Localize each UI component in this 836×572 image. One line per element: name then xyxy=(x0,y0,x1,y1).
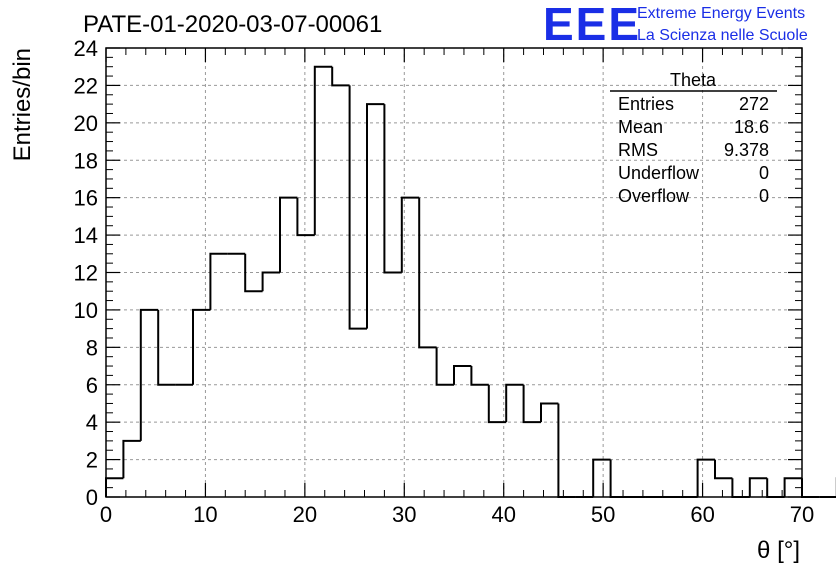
grid-lines xyxy=(106,48,802,497)
histogram-bin xyxy=(714,459,733,480)
x-tick-labels: 0 10 20 30 40 50 60 70 xyxy=(100,502,814,527)
y-tick-label: 8 xyxy=(86,335,98,360)
stats-row-value: 18.6 xyxy=(734,117,769,137)
y-tick-label: 10 xyxy=(74,298,98,323)
histogram-bin xyxy=(557,403,576,498)
x-axis-label: θ [°] xyxy=(757,537,800,564)
histogram-bin xyxy=(244,253,263,293)
y-tick-label: 24 xyxy=(74,36,98,61)
histogram-bin xyxy=(540,402,559,423)
y-tick-label: 2 xyxy=(86,448,98,473)
histogram-bin xyxy=(453,365,472,385)
histogram-bin xyxy=(418,197,437,349)
y-tick-label: 6 xyxy=(86,373,98,398)
histogram-bin xyxy=(192,308,211,385)
stats-row-label: Entries xyxy=(618,94,674,114)
histogram-bin xyxy=(139,308,159,441)
histogram-bin xyxy=(209,252,228,310)
stats-box-rows: Entries 272 Mean 18.6 RMS 9.378 Underflow 0 Over… xyxy=(618,94,769,206)
stats-row-value: 0 xyxy=(759,186,769,206)
histogram-bin xyxy=(261,271,280,292)
eee-logo-line1: Extreme Energy Events xyxy=(637,5,805,22)
stats-row-label: Mean xyxy=(618,117,663,137)
histogram-bin xyxy=(470,366,489,386)
histogram-bin xyxy=(487,384,507,424)
stats-box: Theta Entries 272 Mean 18.6 RMS 9.378 Underflo… xyxy=(610,70,777,206)
histogram-bin xyxy=(748,477,768,497)
stats-box-title: Theta xyxy=(670,70,717,90)
x-tick-label: 60 xyxy=(690,502,714,527)
histogram-bin xyxy=(279,196,298,273)
histogram-line xyxy=(105,65,836,498)
stats-row-value: 272 xyxy=(739,94,769,114)
histogram-bin xyxy=(400,196,420,273)
eee-logo-line2: La Scienza nelle Scuole xyxy=(637,27,808,44)
y-tick-label: 4 xyxy=(86,410,98,435)
histogram-bin xyxy=(435,347,454,386)
y-tick-label: 18 xyxy=(74,148,98,173)
stats-row-label: Underflow xyxy=(618,163,700,183)
histogram-bin xyxy=(157,309,176,386)
histogram-bin xyxy=(505,383,524,423)
histogram-bin xyxy=(731,478,750,498)
y-tick-label: 12 xyxy=(74,261,98,286)
histogram-bin xyxy=(696,458,715,497)
y-tick-label: 22 xyxy=(74,73,98,98)
x-tick-label: 40 xyxy=(491,502,515,527)
stats-row-label: Overflow xyxy=(618,186,690,206)
x-tick-label: 70 xyxy=(790,502,814,527)
histogram-bin xyxy=(313,65,333,236)
histogram-bin xyxy=(801,478,820,498)
x-tick-label: 30 xyxy=(392,502,416,527)
histogram-bin xyxy=(331,66,350,87)
eee-logo-mark: EEE xyxy=(543,0,641,50)
x-tick-label: 50 xyxy=(591,502,615,527)
y-tick-label: 16 xyxy=(74,186,98,211)
x-tick-label: 20 xyxy=(293,502,317,527)
histogram-bin xyxy=(122,439,141,479)
histogram-bin xyxy=(348,85,367,330)
histogram-bin xyxy=(366,103,385,329)
x-tick-label: 10 xyxy=(193,502,217,527)
y-axis-label: Entries/bin xyxy=(9,48,36,161)
stats-row-label: RMS xyxy=(618,140,658,160)
stats-row-value: 9.378 xyxy=(724,140,769,160)
y-tick-label: 20 xyxy=(74,111,98,136)
eee-logo: EEE Extreme Energy Events La Scienza nel… xyxy=(543,0,808,50)
histogram-bin xyxy=(383,104,402,274)
chart-title: PATE-01-2020-03-07-00061 xyxy=(83,11,382,38)
histogram-bin xyxy=(522,384,541,424)
axis-ticks xyxy=(105,47,803,498)
y-tick-label: 14 xyxy=(74,223,98,248)
histogram-bin xyxy=(296,197,315,237)
y-tick-label: 0 xyxy=(86,485,98,510)
histogram-bin xyxy=(592,458,611,497)
histogram-bin xyxy=(609,459,628,498)
stats-row-value: 0 xyxy=(759,163,769,183)
x-tick-label: 0 xyxy=(100,502,112,527)
